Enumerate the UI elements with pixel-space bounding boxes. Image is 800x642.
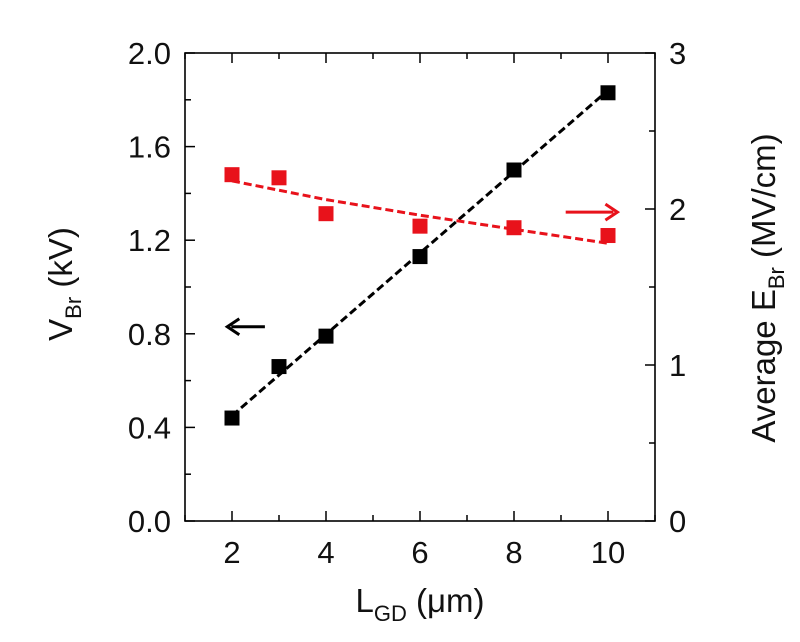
ebr-axis-arrow-head [604, 202, 621, 222]
right-y-tick-label: 3 [669, 36, 686, 71]
x-axis-title-main: L [355, 582, 373, 619]
left-y-tick-label: 1.6 [128, 130, 171, 165]
left-y-tick-label: 0.0 [128, 504, 171, 539]
vbr-axis-arrow-head [224, 317, 241, 337]
left-y-tick-label: 1.2 [128, 223, 171, 258]
ebr-point [506, 220, 522, 236]
right-axis-title-unit: (MV/cm) [745, 133, 782, 267]
left-axis-title-main: V [42, 319, 79, 341]
ebr-point [412, 218, 428, 234]
vbr-point [600, 85, 616, 101]
right-y-tick-label: 0 [669, 504, 686, 539]
x-axis-title: LGD (μm) [355, 582, 484, 626]
x-axis-title-sub: GD [374, 601, 407, 626]
x-tick-label: 10 [591, 535, 625, 570]
ebr-fit-line [231, 179, 609, 245]
x-axis-title-unit: (μm) [407, 582, 485, 619]
vbr-point [271, 359, 287, 375]
left-y-tick-label: 2.0 [128, 36, 171, 71]
plot-frame [184, 52, 656, 522]
right-axis-title-sub: Br [764, 267, 789, 289]
x-tick-label: 4 [317, 535, 334, 570]
vbr-point [318, 328, 334, 344]
right-y-tick-label: 1 [669, 348, 686, 383]
x-tick-label: 8 [505, 535, 522, 570]
x-tick-label: 2 [223, 535, 240, 570]
plot-marks: 2 4 6 8 10 0.0 0.4 0.8 1.2 1.6 2.0 0 1 2 3 [128, 36, 686, 570]
left-y-tick-label: 0.4 [128, 410, 171, 445]
left-axis-title-sub: Br [61, 297, 86, 319]
right-axis-title: Average EBr (MV/cm) [745, 133, 789, 442]
vbr-point [224, 410, 240, 426]
vbr-fit-line [231, 89, 609, 417]
ebr-point [271, 170, 287, 186]
ebr-point [318, 206, 334, 222]
x-tick-label: 6 [411, 535, 428, 570]
vbr-point [412, 249, 428, 265]
vbr-point [506, 162, 522, 178]
right-y-tick-label: 2 [669, 192, 686, 227]
left-y-tick-label: 0.8 [128, 317, 171, 352]
left-axis-title-unit: (kV) [42, 227, 79, 297]
ebr-point [224, 167, 240, 183]
ebr-point [600, 228, 616, 244]
left-axis-title: VBr (kV) [42, 227, 86, 341]
right-axis-title-main: Average E [745, 289, 782, 443]
